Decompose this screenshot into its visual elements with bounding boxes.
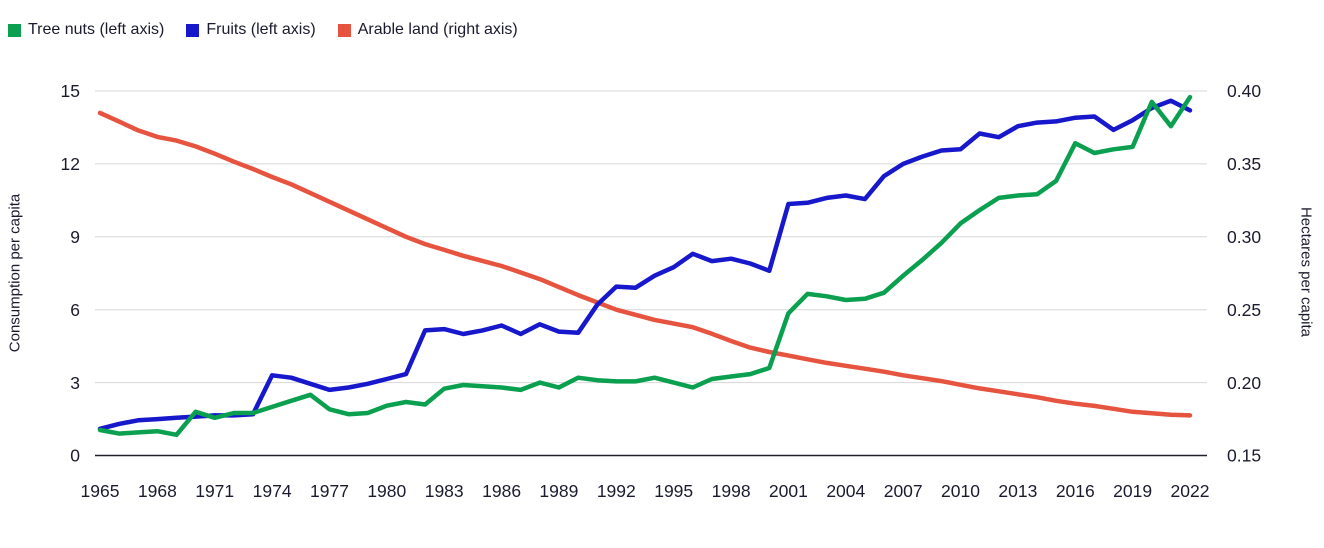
x-axis-tick-label: 1998	[712, 481, 751, 501]
legend-item-tree-nuts: Tree nuts (left axis)	[8, 21, 164, 39]
legend-item-fruits: Fruits (left axis)	[186, 21, 316, 39]
x-axis-tick-label: 1977	[310, 481, 349, 501]
x-axis-tick-label: 2007	[884, 481, 923, 501]
x-axis-tick-label: 2019	[1113, 481, 1152, 501]
x-axis-tick-label: 2004	[826, 481, 865, 501]
x-axis-tick-label: 1986	[482, 481, 521, 501]
legend-label-fruits: Fruits (left axis)	[206, 21, 316, 38]
series-line-fruits	[97, 98, 1193, 432]
x-axis-tick-label: 2022	[1171, 481, 1210, 501]
x-axis-tick-label: 1965	[81, 481, 120, 501]
series-line-arable-land	[97, 110, 1193, 418]
left-axis-tick-label: 0	[70, 446, 80, 466]
tree-nuts-swatch-icon	[8, 23, 21, 37]
left-axis-tick-label: 9	[70, 227, 80, 247]
x-axis-tick-label: 1989	[539, 481, 578, 501]
right-axis-tick-label: 0.20	[1227, 373, 1261, 393]
x-axis-tick-label: 2013	[998, 481, 1037, 501]
legend: Tree nuts (left axis) Fruits (left axis)…	[8, 21, 518, 39]
series-line-tree-nuts	[97, 94, 1193, 438]
legend-item-arable-land: Arable land (right axis)	[337, 21, 518, 39]
right-axis-tick-label: 0.30	[1227, 227, 1261, 247]
left-axis-tick-label: 12	[61, 154, 80, 174]
x-axis-tick-label: 2001	[769, 481, 808, 501]
x-axis-tick-label: 1968	[138, 481, 177, 501]
left-axis-tick-label: 15	[61, 81, 80, 101]
legend-label-arable-land: Arable land (right axis)	[357, 21, 518, 38]
x-axis-tick-label: 1974	[253, 481, 292, 501]
x-axis-tick-label: 2016	[1056, 481, 1095, 501]
arable-land-swatch-icon	[337, 23, 351, 37]
x-axis-tick-label: 1992	[597, 481, 636, 501]
x-axis-tick-label: 1980	[367, 481, 406, 501]
x-axis-tick-label: 1983	[425, 481, 464, 501]
x-axis-tick-label: 2010	[941, 481, 980, 501]
left-axis-tick-label: 6	[70, 300, 80, 320]
left-axis-tick-label: 3	[70, 373, 80, 393]
right-axis-tick-label: 0.15	[1227, 446, 1261, 466]
fruits-swatch-icon	[186, 23, 200, 37]
right-axis-tick-label: 0.25	[1227, 300, 1261, 320]
right-axis-tick-label: 0.40	[1227, 81, 1261, 101]
x-axis-tick-label: 1995	[654, 481, 693, 501]
x-axis-tick-label: 1971	[195, 481, 234, 501]
right-axis-tick-label: 0.35	[1227, 154, 1261, 174]
legend-label-tree-nuts: Tree nuts (left axis)	[28, 21, 165, 38]
